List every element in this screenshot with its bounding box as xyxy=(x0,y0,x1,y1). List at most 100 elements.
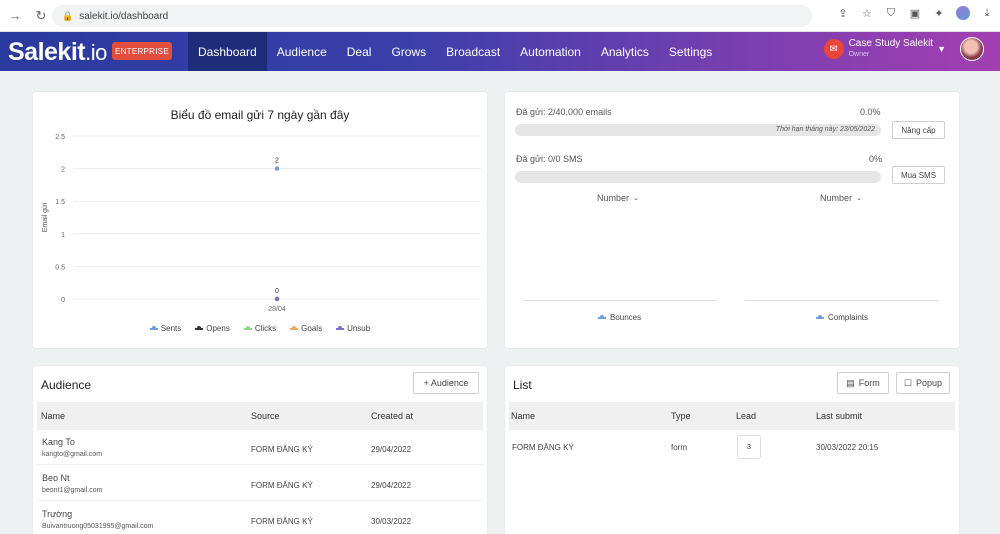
avatar[interactable] xyxy=(960,37,984,61)
audience-name: Beo Nt xyxy=(42,473,70,483)
mail-icon[interactable]: ✉ xyxy=(823,39,844,59)
nav-analytics[interactable]: Analytics xyxy=(600,44,649,59)
bounces-legend-label: Bounces xyxy=(610,313,642,322)
enterprise-badge: ENTERPRISE xyxy=(112,42,172,60)
audience-created: 30/03/2022 xyxy=(371,517,412,526)
row-divider xyxy=(37,464,483,465)
profile-avatar-icon[interactable] xyxy=(956,6,970,20)
email-quota-percent: 0.0% xyxy=(860,107,881,117)
nav-settings[interactable]: Settings xyxy=(668,44,713,59)
address-bar[interactable]: 🔒 salekit.io/dashboard xyxy=(52,5,812,27)
legend-item-sents[interactable]: Sents xyxy=(149,324,182,333)
list-last-submit: 30/03/2022 20:15 xyxy=(816,443,879,452)
caret-down-icon[interactable]: ▼ xyxy=(937,44,946,54)
y-tick-label: 0 xyxy=(61,297,65,304)
reload-icon[interactable]: ↻ xyxy=(35,7,47,23)
data-label: 0 xyxy=(275,288,279,295)
buy-sms-button[interactable]: Mua SMS xyxy=(892,166,945,184)
main-nav: Dashboard Audience Deal Grows Broadcast … xyxy=(188,32,722,71)
audience-title: Audience xyxy=(41,378,92,392)
download-box-icon[interactable]: ▣ xyxy=(909,7,921,20)
legend-marker xyxy=(195,325,204,330)
data-label: 2 xyxy=(275,158,279,165)
sms-quota-percent: 0% xyxy=(869,154,883,164)
nav-deal[interactable]: Deal xyxy=(346,44,372,59)
email-chart-card: Biểu đồ email gửi 7 ngày gần đây 0 0.5 1 1.… xyxy=(33,92,487,348)
legend-item-clicks[interactable]: Clicks xyxy=(243,324,277,333)
y-tick-label: 2 xyxy=(61,167,65,174)
share-icon[interactable]: ⇪ xyxy=(838,7,848,20)
legend-item-goals[interactable]: Goals xyxy=(290,324,322,333)
download-icon[interactable]: ⤓ xyxy=(984,6,990,19)
audience-source: FORM ĐĂNG KÝ xyxy=(251,445,313,454)
audience-email: Buivantruong05031995@gmail.com xyxy=(42,523,154,530)
complaints-legend-marker xyxy=(816,314,824,319)
legend-label: Goals xyxy=(301,324,323,333)
account-info: Case Study Salekit Owner xyxy=(849,38,934,60)
nav-broadcast[interactable]: Broadcast xyxy=(446,44,501,59)
legend-item-unsub[interactable]: Unsub xyxy=(336,324,370,333)
nav-audience[interactable]: Audience xyxy=(276,44,327,59)
bounces-metric-dropdown[interactable]: Number ⌄ xyxy=(597,193,639,203)
chart-legend: Sents Opens Clicks Goals Unsub xyxy=(33,324,487,333)
data-point-unsub xyxy=(274,296,280,302)
legend-label: Clicks xyxy=(254,324,277,333)
col-name: Name xyxy=(41,411,66,421)
extensions-icon[interactable]: ✦ xyxy=(934,7,944,20)
logo-main: Salekit xyxy=(8,38,86,66)
arrow-right-icon[interactable]: → xyxy=(8,8,22,23)
legend-marker xyxy=(336,325,345,330)
upgrade-button[interactable]: Nâng cấp xyxy=(892,121,945,139)
browser-toolbar: → ↻ 🔒 salekit.io/dashboard ⇪ ☆ ⛉ ▣ ✦ ⤓ xyxy=(0,0,1000,32)
dropdown-left-label: Number xyxy=(597,193,630,203)
url-text: salekit.io/dashboard xyxy=(79,10,169,22)
col-type: Type xyxy=(671,411,691,421)
form-button[interactable]: ▤ Form xyxy=(837,372,889,394)
complaints-legend-label: Complaints xyxy=(828,313,869,322)
col-lead: Lead xyxy=(736,411,757,421)
add-audience-button[interactable]: + Audience xyxy=(413,372,479,394)
form-button-label: Form xyxy=(858,378,880,388)
shield-icon[interactable]: ⛉ xyxy=(886,6,896,19)
legend-label: Sents xyxy=(160,324,182,333)
y-tick-label: 1 xyxy=(61,232,65,239)
list-type: form xyxy=(671,443,687,452)
chevron-down-icon: ⌄ xyxy=(633,195,639,202)
expiry-note: Thời hạn tháng này: 23/05/2022 xyxy=(775,126,875,133)
complaints-legend: Complaints xyxy=(816,313,868,322)
account-role: Owner xyxy=(848,51,870,58)
audience-card: Audience + Audience Name Source Created … xyxy=(33,366,487,534)
audience-created: 29/04/2022 xyxy=(371,445,412,454)
checkbox-icon: ☐ xyxy=(903,377,913,388)
star-icon[interactable]: ☆ xyxy=(862,7,872,20)
dropdown-right-label: Number xyxy=(820,193,853,203)
quota-card: Đã gửi: 2/40.000 emails 0.0% Thời hạn th… xyxy=(505,92,959,348)
email-line-chart: 0 0.5 1 1.5 2 2.5 Email gửi 28/04 2 0 xyxy=(41,134,481,313)
nav-dashboard[interactable]: Dashboard xyxy=(188,32,267,71)
audience-source: FORM ĐĂNG KÝ xyxy=(251,481,313,490)
nav-automation[interactable]: Automation xyxy=(520,44,581,59)
chart-title: Biểu đồ email gửi 7 ngày gần đây xyxy=(170,108,350,122)
lead-count[interactable]: 3 xyxy=(737,435,761,459)
popup-button-label: Popup xyxy=(916,378,943,388)
form-icon: ▤ xyxy=(846,377,855,388)
salekit-logo[interactable]: Salekit.io xyxy=(8,38,107,67)
audience-email: beont1@gmail.com xyxy=(42,487,103,494)
data-point-sents xyxy=(274,166,280,171)
legend-item-opens[interactable]: Opens xyxy=(195,324,230,333)
y-tick-label: 0.5 xyxy=(55,264,65,271)
audience-source: FORM ĐĂNG KÝ xyxy=(251,517,313,526)
nav-grows[interactable]: Grows xyxy=(391,44,427,59)
audience-created: 29/04/2022 xyxy=(371,481,412,490)
legend-label: Unsub xyxy=(347,324,371,333)
popup-button[interactable]: ☐ Popup xyxy=(896,372,950,394)
legend-label: Opens xyxy=(206,324,230,333)
legend-marker xyxy=(243,325,252,330)
complaints-metric-dropdown[interactable]: Number ⌄ xyxy=(820,193,862,203)
lock-icon: 🔒 xyxy=(62,10,74,21)
y-tick-label: 2.5 xyxy=(55,134,65,141)
app-header: Salekit.io ENTERPRISE Dashboard Audience… xyxy=(0,32,1000,71)
legend-marker xyxy=(149,325,158,330)
list-table-header: Name Type Lead Last submit xyxy=(509,402,955,430)
account-menu[interactable]: ✉ Case Study Salekit Owner ▼ xyxy=(823,37,984,61)
